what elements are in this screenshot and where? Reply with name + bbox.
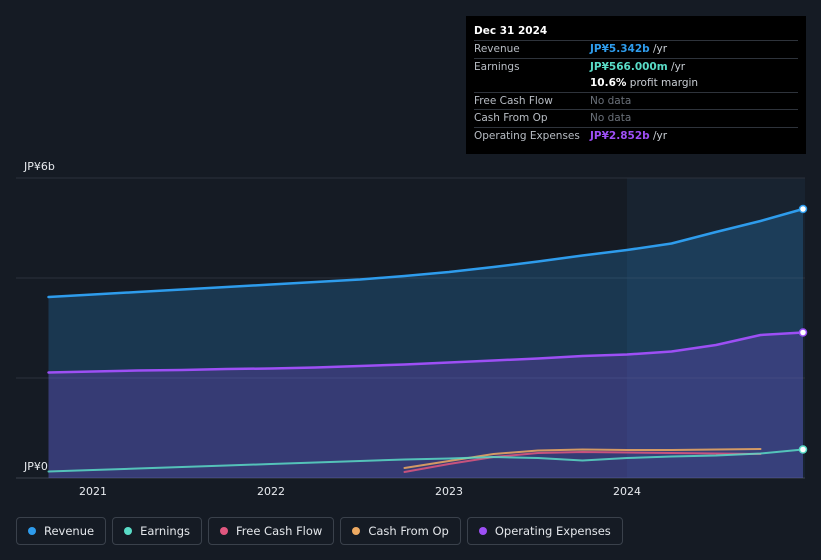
area-operating-expenses — [48, 332, 803, 478]
x-tick-label: 2024 — [613, 485, 641, 498]
tooltip-key: Free Cash Flow — [474, 94, 553, 107]
tooltip-row-free-cash-flow: Free Cash Flow No data — [474, 91, 798, 110]
tooltip-row-operating-expenses: Operating Expenses JP¥2.852b /yr — [474, 126, 798, 145]
legend-dot-icon — [352, 527, 361, 535]
legend-item-free-cash-flow[interactable]: Free Cash Flow — [208, 517, 335, 545]
tooltip-unit: /yr — [652, 43, 668, 55]
chart-legend: Revenue Earnings Free Cash Flow Cash Fro… — [16, 517, 623, 545]
line-operating-expenses — [47, 331, 805, 374]
line-revenue — [47, 207, 805, 299]
x-tick-label: 2023 — [435, 485, 463, 498]
legend-dot-icon — [478, 527, 487, 535]
line-earnings — [47, 448, 804, 473]
tooltip-row-cash-from-op: Cash From Op No data — [474, 109, 798, 127]
legend-item-earnings[interactable]: Earnings — [112, 517, 202, 545]
legend-label: Earnings — [140, 524, 190, 538]
y-tick-label-bottom: JP¥0 — [24, 460, 48, 473]
legend-label: Revenue — [44, 524, 95, 538]
tooltip-value: No data — [590, 94, 632, 107]
legend-dot-icon — [124, 527, 133, 535]
tooltip-key — [474, 75, 590, 92]
tooltip-unit: /yr — [671, 60, 686, 73]
forecast-highlight-region — [627, 178, 805, 478]
tooltip-key: Cash From Op — [474, 112, 548, 124]
point-revenue-end — [798, 204, 808, 214]
line-free-cash-flow — [403, 451, 762, 473]
tooltip-value: JP¥2.852b — [590, 129, 650, 142]
tooltip-key: Operating Expenses — [474, 129, 580, 142]
legend-label: Free Cash Flow — [236, 524, 323, 538]
tooltip-date: Dec 31 2024 — [474, 25, 548, 37]
tooltip-key: Revenue — [474, 43, 520, 55]
tooltip-value: JP¥5.342b — [590, 43, 650, 55]
point-earnings-end — [798, 445, 808, 454]
legend-dot-icon — [220, 527, 228, 535]
y-tick-label-top: JP¥6b — [24, 160, 55, 173]
tooltip-row-revenue: Revenue JP¥5.342b /yr — [474, 40, 798, 58]
point-operating-expenses-end — [798, 328, 808, 337]
legend-label: Cash From Op — [368, 524, 449, 538]
area-revenue — [48, 209, 803, 478]
data-tooltip: Dec 31 2024 Revenue JP¥5.342b /yr Earnin… — [466, 16, 806, 154]
x-tick-label: 2021 — [79, 485, 107, 498]
tooltip-key: Earnings — [474, 60, 520, 73]
legend-item-revenue[interactable]: Revenue — [16, 517, 107, 545]
tooltip-unit: profit margin — [629, 77, 699, 89]
legend-label: Operating Expenses — [494, 524, 611, 538]
legend-dot-icon — [28, 527, 36, 535]
tooltip-row-earnings: Earnings JP¥566.000m /yr — [474, 57, 798, 76]
legend-item-operating-expenses[interactable]: Operating Expenses — [466, 517, 623, 545]
x-tick-label: 2022 — [257, 485, 285, 498]
tooltip-value: JP¥566.000m — [590, 60, 668, 73]
legend-item-cash-from-op[interactable]: Cash From Op — [340, 517, 461, 545]
tooltip-unit: /yr — [652, 129, 668, 142]
tooltip-value: No data — [590, 112, 632, 124]
tooltip-row-profit-margin: 10.6% profit margin — [474, 75, 798, 92]
tooltip-value: 10.6% — [590, 77, 627, 89]
